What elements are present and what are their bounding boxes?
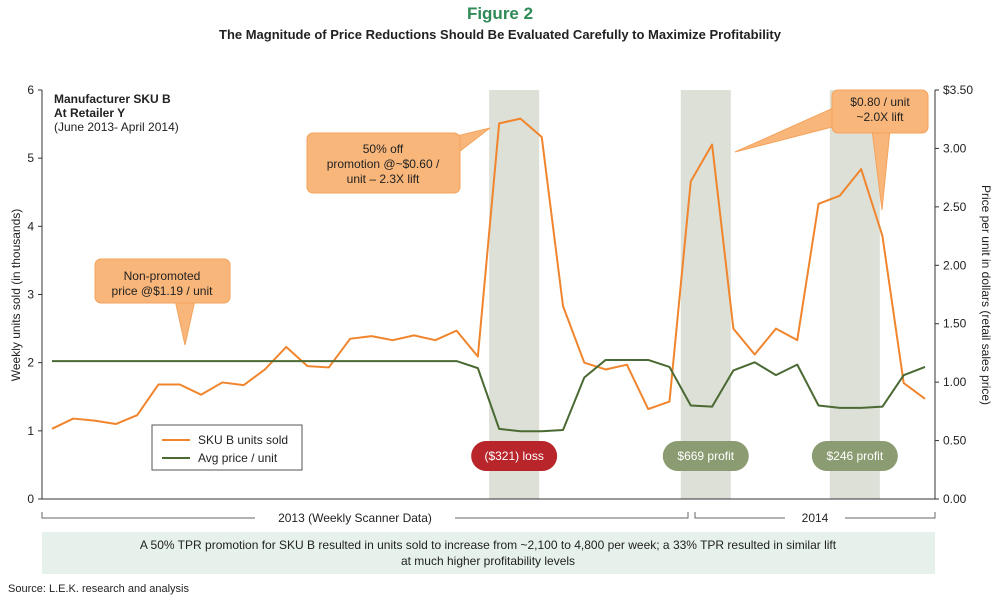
annotation: (June 2013- April 2014) [54,120,179,134]
period-label-bg [785,510,845,526]
callout-text: price @$1.19 / unit [112,284,214,298]
annotation: At Retailer Y [54,106,125,120]
callout-box [94,258,231,304]
period-label: 2014 [802,511,829,525]
promo-label: $246 profit [826,449,883,463]
callout-text: $0.80 / unit [850,95,910,109]
y-tick-label: 0 [27,492,34,506]
legend: SKU B units sold Avg price / unit [162,433,288,465]
y2-axis-label: Price per unit in dollars (retail sales … [979,185,993,405]
chart-subtitle: The Magnitude of Price Reductions Should… [219,27,782,42]
callout-text: Non-promoted [124,269,201,283]
callout-text: ~2.0X lift [856,110,904,124]
footnote: A 50% TPR promotion for SKU B resulted i… [140,538,837,552]
y2-tick-label: 2.00 [943,258,967,272]
footnote: at much higher profitability levels [401,554,575,568]
promo-band [680,90,731,499]
series-line [52,358,926,433]
annotation: Manufacturer SKU B [54,92,171,106]
y2-tick-label: $3.50 [943,83,973,97]
callout-pointer [734,104,841,153]
legend-label: SKU B units sold [198,433,288,447]
y2-tick-label: 1.50 [943,317,967,331]
source: Source: L.E.K. research and analysis [8,583,189,595]
period-label: 2013 (Weekly Scanner Data) [278,511,432,525]
y2-tick-label: 0.50 [943,434,967,448]
promo-pill [662,441,749,471]
y-axis-label: Weekly units sold (in thousands) [9,209,23,382]
callout-text: 50% off [363,142,404,156]
series-line [51,117,926,430]
y-tick-label: 6 [27,83,34,97]
footnote-box [42,532,935,574]
callout-text: unit – 2.3X lift [347,172,420,186]
promo-pill [471,441,558,471]
promo-band [829,90,880,499]
callout-shapes [94,89,929,346]
y-tick-label: 2 [27,356,34,370]
y2-tick-label: 1.00 [943,375,967,389]
y-tick-label: 1 [27,424,34,438]
y-tick-label: 3 [27,288,34,302]
y-tick-label: 4 [27,219,34,233]
promo-label: ($321) loss [484,449,543,463]
y2-tick-label: 0.00 [943,492,967,506]
plot: ($321) loss $669 profit $246 profit [51,117,926,471]
legend-label: Avg price / unit [198,451,278,465]
promo-label: $669 profit [677,449,734,463]
y2-tick-label: 2.50 [943,200,967,214]
bands [489,90,880,499]
callout-pointer [174,299,196,346]
callout-text: promotion @~$0.60 / [327,157,440,171]
callout-box [306,132,461,194]
chart-title: Figure 2 [467,4,533,23]
period-label-bg [255,510,455,526]
y-tick-label: 5 [27,151,34,165]
y2-tick-label: 3.00 [943,141,967,155]
legend-box [151,424,303,471]
promo-pill [811,441,898,471]
callout-box [831,89,929,134]
